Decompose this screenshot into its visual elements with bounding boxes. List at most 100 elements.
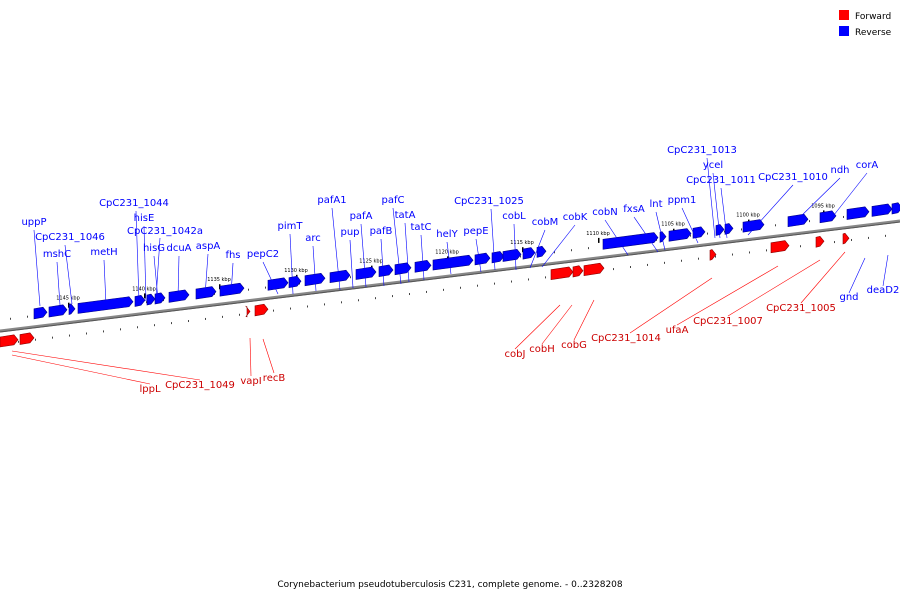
reverse-gene-label: hisE <box>134 213 155 224</box>
reverse-gene-leader <box>720 187 728 239</box>
reverse-gene-leader <box>655 211 666 251</box>
minor-tick <box>664 261 665 264</box>
minor-tick <box>460 286 461 289</box>
reverse-gene-arrow <box>77 296 134 314</box>
reverse-gene-arrow <box>33 306 48 320</box>
reverse-gene-arrow <box>742 219 765 233</box>
reverse-gene-arrow <box>871 203 893 217</box>
forward-gene-arrow <box>583 262 605 276</box>
forward-gene-arrow <box>842 232 850 245</box>
minor-tick <box>324 303 325 306</box>
forward-gene-label: cobJ <box>505 349 526 360</box>
reverse-gene-leader <box>177 255 180 299</box>
forward-legend-label: Forward <box>855 12 891 22</box>
reverse-gene-label: CpC231_1025 <box>454 196 524 207</box>
forward-gene-arrow <box>709 249 717 261</box>
forward-gene-leader <box>514 304 561 350</box>
forward-gene-leader <box>676 265 779 326</box>
minor-tick <box>146 301 147 304</box>
tick-label: 1110 kbp <box>586 231 610 237</box>
reverse-gene-leader <box>475 238 482 273</box>
reverse-gene-leader <box>829 172 868 221</box>
reverse-gene-leader <box>135 210 140 302</box>
reverse-gene-label: pafA1 <box>317 195 346 206</box>
reverse-gene-arrow <box>168 289 190 303</box>
tick-label: 1115 kbp <box>510 240 534 246</box>
forward-gene-leader <box>11 354 151 385</box>
minor-tick <box>409 293 410 296</box>
forward-gene-leader <box>11 350 201 381</box>
minor-tick <box>392 295 393 298</box>
reverse-gene-leader <box>153 255 159 301</box>
forward-gene-label: CpC231_1007 <box>693 316 763 327</box>
forward-gene-leader <box>727 259 821 317</box>
reverse-gene-leader <box>529 229 546 269</box>
reverse-gene-leader <box>446 241 452 275</box>
reverse-gene-leader <box>794 177 841 223</box>
minor-tick <box>613 268 614 271</box>
minor-tick <box>732 253 733 256</box>
forward-gene-label: vapI <box>240 376 261 387</box>
reverse-gene-label: pepE <box>463 226 488 237</box>
forward-gene-label: CpC231_1014 <box>591 333 661 344</box>
minor-tick <box>358 299 359 302</box>
tick-label: 1105 kbp <box>661 222 685 228</box>
minor-tick <box>27 315 28 318</box>
forward-gene-label: ufaA <box>666 325 689 336</box>
reverse-gene-leader <box>204 253 209 297</box>
reverse-gene-label: pup <box>340 227 359 238</box>
reverse-gene-arrow <box>846 206 870 220</box>
reverse-gene-arrow <box>502 248 522 262</box>
reverse-gene-arrow <box>48 304 68 318</box>
reverse-gene-arrow <box>355 266 377 280</box>
minor-tick <box>426 290 427 293</box>
gene-features <box>0 202 900 348</box>
reverse-gene-leader <box>681 207 699 244</box>
reverse-gene-leader <box>604 219 629 256</box>
minor-tick <box>868 236 869 239</box>
reverse-gene-label: CpC231_1010 <box>758 172 828 183</box>
minor-tick <box>307 305 308 308</box>
reverse-gene-label: ycel <box>703 160 723 171</box>
reverse-gene-leader <box>230 262 234 296</box>
forward-gene-leader <box>249 337 252 377</box>
reverse-gene-label: aspA <box>196 241 221 252</box>
reverse-gene-arrow <box>668 228 692 242</box>
reverse-gene-label: deaD2 <box>867 285 900 296</box>
reverse-gene-arrow <box>195 286 217 300</box>
reverse-gene-leader <box>33 229 41 307</box>
reverse-gene-arrow <box>267 277 289 291</box>
minor-tick <box>800 245 801 248</box>
minor-tick <box>205 317 206 320</box>
reverse-gene-leader <box>848 257 866 294</box>
genome-caption: Corynebacterium pseudotuberculosis C231,… <box>277 580 623 590</box>
reverse-gene-label: fhs <box>225 250 240 261</box>
minor-tick <box>545 276 546 279</box>
minor-tick <box>809 220 810 223</box>
reverse-gene-label: dcuA <box>166 243 191 254</box>
reverse-gene-leader <box>380 238 385 287</box>
tick-label: 1095 kbp <box>811 203 835 209</box>
forward-gene-arrow <box>245 305 251 318</box>
reverse-gene-leader <box>882 254 889 287</box>
tick-label: 1135 kbp <box>207 277 231 283</box>
major-tick <box>144 293 146 299</box>
forward-gene-leader <box>541 304 573 345</box>
reverse-gene-label: helY <box>436 229 458 240</box>
reverse-gene-arrow <box>432 254 474 271</box>
reverse-gene-arrow <box>329 269 351 284</box>
minor-tick <box>341 301 342 304</box>
minor-tick <box>749 251 750 254</box>
reverse-gene-label: pepC2 <box>247 249 279 260</box>
reverse-gene-leader <box>392 207 402 285</box>
minor-tick <box>154 324 155 327</box>
tick-label: 1100 kbp <box>736 213 760 219</box>
gene-labels: uppP CpC231_1046 mshC metH CpC231_1044 hisE Cp… <box>11 145 900 395</box>
reverse-gene-arrow <box>491 251 505 264</box>
minor-tick <box>511 280 512 283</box>
reverse-gene-leader <box>513 223 517 271</box>
minor-tick <box>52 336 53 339</box>
minor-tick <box>724 230 725 233</box>
